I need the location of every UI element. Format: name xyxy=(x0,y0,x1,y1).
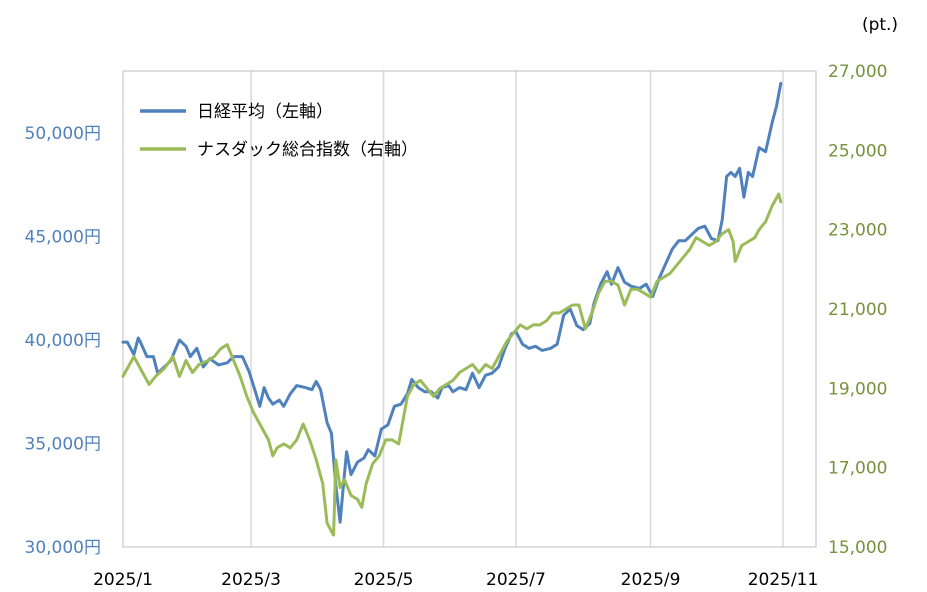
right-tick-label: 19,000 xyxy=(828,379,887,399)
right-tick-label: 17,000 xyxy=(828,459,887,479)
x-tick-label: 2025/7 xyxy=(486,570,546,590)
x-tick-label: 2025/5 xyxy=(354,570,414,590)
left-tick-label: 30,000円 xyxy=(25,538,101,558)
left-tick-label: 35,000円 xyxy=(25,435,101,455)
x-tick-label: 2025/1 xyxy=(93,570,153,590)
right-tick-label: 23,000 xyxy=(828,221,887,241)
right-tick-label: 27,000 xyxy=(828,62,887,82)
vertical-gridlines xyxy=(250,71,784,547)
legend-label: 日経平均（左軸） xyxy=(197,102,333,122)
right-tick-label: 21,000 xyxy=(828,300,887,320)
right-axis-unit-label: (pt.) xyxy=(862,15,898,35)
left-axis-tick-labels: 30,000円 35,000円 40,000円 45,000円 50,000円 xyxy=(25,124,101,558)
x-tick-label: 2025/9 xyxy=(621,570,681,590)
legend: 日経平均（左軸） ナスダック総合指数（右軸） xyxy=(140,102,418,160)
left-tick-label: 45,000円 xyxy=(25,228,101,248)
left-tick-label: 40,000円 xyxy=(25,331,101,351)
legend-label: ナスダック総合指数（右軸） xyxy=(197,140,418,160)
right-axis-tick-labels: 15,000 17,000 19,000 21,000 23,000 25,000 27,0… xyxy=(828,62,887,558)
x-tick-label: 2025/11 xyxy=(748,570,819,590)
right-tick-label: 25,000 xyxy=(828,141,887,161)
x-axis-tick-labels: 2025/1 2025/3 2025/5 2025/7 2025/9 2025/11 xyxy=(93,570,818,590)
left-tick-label: 50,000円 xyxy=(25,124,101,144)
nasdaq-series-line xyxy=(121,192,783,537)
plot-area-frame xyxy=(122,70,817,548)
series-lines xyxy=(121,81,783,537)
right-tick-label: 15,000 xyxy=(828,538,887,558)
x-tick-label: 2025/3 xyxy=(221,570,281,590)
